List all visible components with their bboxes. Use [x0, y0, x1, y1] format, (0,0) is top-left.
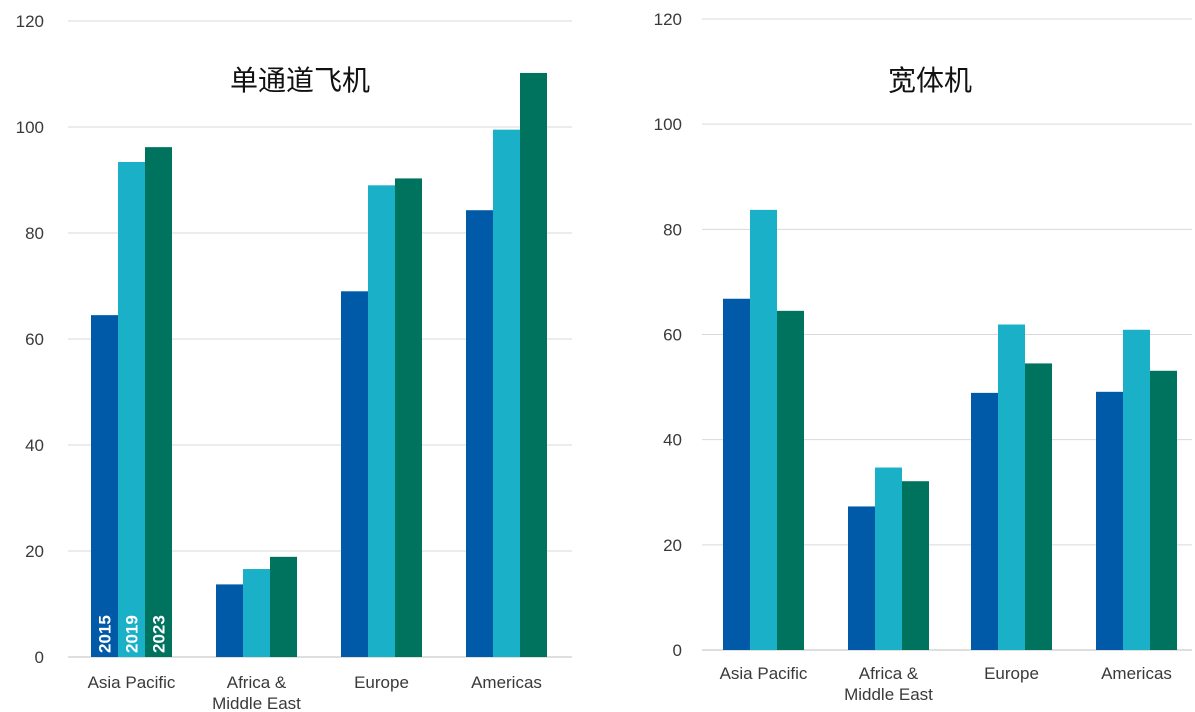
y-tick-label: 40 — [25, 436, 44, 455]
bar-2015 — [848, 506, 875, 650]
bar-2015 — [466, 210, 493, 657]
bar-2023 — [270, 556, 297, 657]
x-category-label: Europe — [984, 664, 1039, 683]
series-label: 2023 — [150, 615, 169, 653]
bar-2015 — [723, 298, 750, 650]
y-tick-label: 100 — [654, 115, 682, 134]
bar-2015 — [91, 315, 118, 657]
bar-2023 — [777, 310, 804, 650]
x-category-label: Americas — [471, 673, 542, 692]
x-category-label: Middle East — [212, 694, 301, 712]
y-tick-label: 20 — [25, 542, 44, 561]
y-tick-label: 80 — [25, 224, 44, 243]
chart-title: 单通道飞机 — [230, 64, 370, 97]
bar-2019 — [368, 185, 395, 658]
y-tick-label: 120 — [16, 12, 44, 31]
chart-left-single-aisle: 0 20 40 60 80 100 120 2015 2019 2023 Asia Pacific A… — [16, 12, 572, 712]
y-tick-label: 80 — [663, 220, 682, 239]
x-category-label: Asia Pacific — [88, 673, 176, 692]
y-tick-label: 0 — [35, 648, 44, 667]
x-category-label: Americas — [1101, 664, 1172, 683]
bar-2019 — [998, 324, 1025, 650]
bar-2015 — [341, 291, 368, 657]
x-category-label: Africa & — [227, 673, 287, 692]
bar-2019 — [243, 569, 270, 657]
bar-2019 — [1123, 329, 1150, 650]
y-tick-label: 40 — [663, 431, 682, 450]
chart-right-widebody: 0 20 40 60 80 100 120 Asia Pacific Africa & Middl… — [654, 10, 1192, 704]
x-category-label: Asia Pacific — [720, 664, 808, 683]
bar-2019 — [118, 161, 145, 658]
y-tick-label: 60 — [663, 326, 682, 345]
bar-2023 — [1150, 370, 1177, 650]
bar-2015 — [216, 584, 243, 657]
chart-title: 宽体机 — [888, 64, 972, 97]
y-tick-label: 60 — [25, 330, 44, 349]
bar-2015 — [971, 392, 998, 650]
bar-2023 — [902, 481, 929, 650]
x-category-label: Africa & — [859, 664, 919, 683]
bar-2019 — [750, 209, 777, 650]
y-tick-label: 20 — [663, 536, 682, 555]
bar-2023 — [145, 147, 172, 657]
x-category-label: Europe — [354, 673, 409, 692]
bar-2023 — [520, 72, 547, 657]
bar-2015 — [1096, 391, 1123, 650]
x-category-label: Middle East — [844, 685, 933, 704]
bar-2023 — [395, 178, 422, 657]
y-tick-label: 0 — [673, 641, 682, 660]
y-tick-label: 100 — [16, 118, 44, 137]
y-tick-label: 120 — [654, 10, 682, 29]
series-label: 2015 — [96, 615, 115, 653]
series-label: 2019 — [123, 615, 142, 653]
bar-2019 — [875, 467, 902, 650]
bar-2019 — [493, 129, 520, 657]
bar-2023 — [1025, 363, 1052, 650]
